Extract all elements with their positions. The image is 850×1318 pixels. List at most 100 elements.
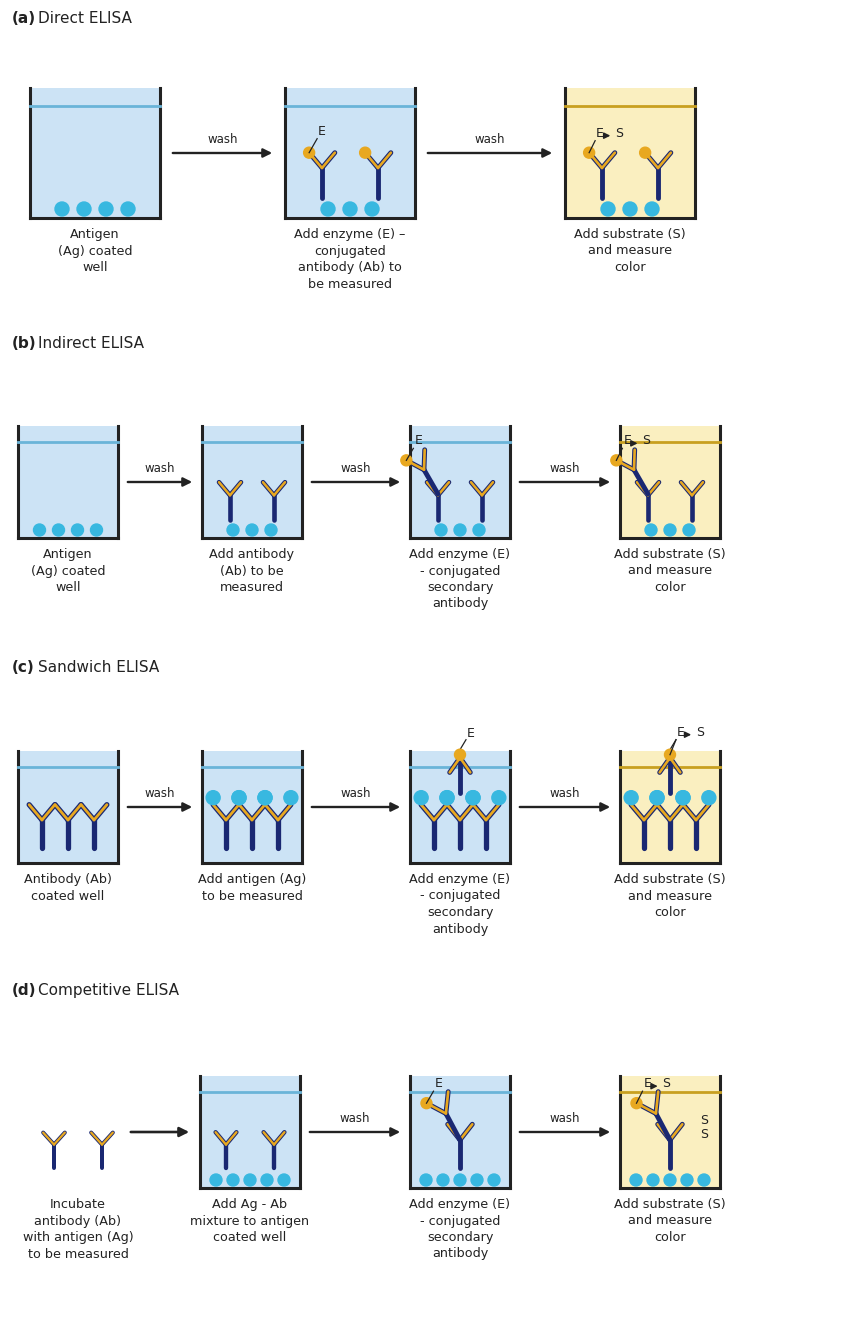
Text: E: E [467, 726, 475, 739]
Text: Indirect ELISA: Indirect ELISA [38, 336, 144, 351]
Text: Antigen
(Ag) coated
well: Antigen (Ag) coated well [31, 548, 105, 594]
FancyBboxPatch shape [285, 88, 415, 217]
Circle shape [421, 1098, 432, 1108]
FancyBboxPatch shape [410, 426, 510, 538]
Text: S: S [615, 127, 623, 140]
Text: wash: wash [340, 1112, 371, 1126]
Text: wash: wash [144, 463, 175, 474]
Text: wash: wash [550, 1112, 581, 1126]
Circle shape [471, 1174, 483, 1186]
Circle shape [437, 1174, 449, 1186]
Text: S: S [700, 1114, 708, 1127]
Text: E: E [623, 435, 632, 447]
Circle shape [99, 202, 113, 216]
Circle shape [360, 148, 371, 158]
Circle shape [702, 791, 716, 805]
Circle shape [303, 148, 314, 158]
Text: Competitive ELISA: Competitive ELISA [38, 983, 179, 998]
Text: wash: wash [550, 787, 581, 800]
Circle shape [207, 791, 220, 805]
FancyBboxPatch shape [410, 1075, 510, 1188]
Circle shape [90, 525, 103, 536]
Circle shape [645, 525, 657, 536]
Circle shape [420, 1174, 432, 1186]
Circle shape [71, 525, 83, 536]
Text: E: E [643, 1077, 651, 1090]
Text: Add substrate (S)
and measure
color: Add substrate (S) and measure color [615, 1198, 726, 1244]
Circle shape [584, 148, 595, 158]
Text: S: S [643, 435, 650, 447]
Circle shape [284, 791, 298, 805]
Text: S: S [700, 1128, 708, 1141]
Circle shape [650, 791, 664, 805]
Circle shape [631, 1098, 642, 1108]
Text: Add enzyme (E) –
conjugated
antibody (Ab) to
be measured: Add enzyme (E) – conjugated antibody (Ab… [294, 228, 405, 290]
Circle shape [232, 791, 246, 805]
Circle shape [343, 202, 357, 216]
Text: Add substrate (S)
and measure
color: Add substrate (S) and measure color [615, 548, 726, 594]
Circle shape [454, 1174, 466, 1186]
Text: wash: wash [341, 787, 371, 800]
Text: (a): (a) [12, 11, 36, 26]
Text: E: E [414, 435, 422, 447]
Circle shape [454, 525, 466, 536]
Circle shape [455, 749, 466, 760]
Circle shape [664, 525, 676, 536]
Circle shape [611, 455, 622, 465]
Text: Add enzyme (E)
- conjugated
secondary
antibody: Add enzyme (E) - conjugated secondary an… [410, 873, 511, 936]
Text: S: S [696, 726, 704, 738]
FancyBboxPatch shape [565, 88, 695, 217]
Circle shape [244, 1174, 256, 1186]
Circle shape [473, 525, 485, 536]
Text: Add antigen (Ag)
to be measured: Add antigen (Ag) to be measured [198, 873, 306, 903]
Text: Add substrate (S)
and measure
color: Add substrate (S) and measure color [615, 873, 726, 919]
Text: (c): (c) [12, 660, 35, 675]
Text: wash: wash [144, 787, 175, 800]
Circle shape [33, 525, 46, 536]
Circle shape [488, 1174, 500, 1186]
Text: E: E [318, 125, 326, 137]
FancyBboxPatch shape [410, 751, 510, 863]
Circle shape [77, 202, 91, 216]
Circle shape [698, 1174, 710, 1186]
Circle shape [466, 791, 480, 805]
FancyBboxPatch shape [18, 751, 118, 863]
Circle shape [624, 791, 638, 805]
Circle shape [681, 1174, 693, 1186]
Circle shape [232, 791, 246, 805]
Text: (b): (b) [12, 336, 37, 351]
Text: E: E [677, 726, 685, 738]
Text: E: E [596, 127, 604, 140]
FancyBboxPatch shape [202, 751, 302, 863]
Text: S: S [662, 1077, 671, 1090]
Text: Add antibody
(Ab) to be
measured: Add antibody (Ab) to be measured [209, 548, 294, 594]
Circle shape [55, 202, 69, 216]
Circle shape [401, 455, 412, 465]
Circle shape [630, 1174, 642, 1186]
Circle shape [492, 791, 506, 805]
Text: Add Ag - Ab
mixture to antigen
coated well: Add Ag - Ab mixture to antigen coated we… [190, 1198, 309, 1244]
FancyBboxPatch shape [620, 751, 720, 863]
Circle shape [664, 1174, 676, 1186]
Text: Incubate
antibody (Ab)
with antigen (Ag)
to be measured: Incubate antibody (Ab) with antigen (Ag)… [23, 1198, 133, 1260]
Circle shape [246, 525, 258, 536]
Circle shape [414, 791, 428, 805]
Circle shape [210, 1174, 222, 1186]
Circle shape [640, 148, 650, 158]
Circle shape [466, 791, 480, 805]
Text: Direct ELISA: Direct ELISA [38, 11, 132, 26]
Circle shape [439, 791, 454, 805]
Circle shape [645, 202, 659, 216]
Text: wash: wash [207, 133, 238, 146]
Circle shape [227, 1174, 239, 1186]
Text: Sandwich ELISA: Sandwich ELISA [38, 660, 159, 675]
Circle shape [321, 202, 335, 216]
Circle shape [647, 1174, 659, 1186]
Text: wash: wash [475, 133, 505, 146]
FancyBboxPatch shape [18, 426, 118, 538]
Circle shape [676, 791, 690, 805]
Circle shape [265, 525, 277, 536]
Circle shape [258, 791, 272, 805]
Circle shape [601, 202, 615, 216]
Text: E: E [434, 1077, 442, 1090]
